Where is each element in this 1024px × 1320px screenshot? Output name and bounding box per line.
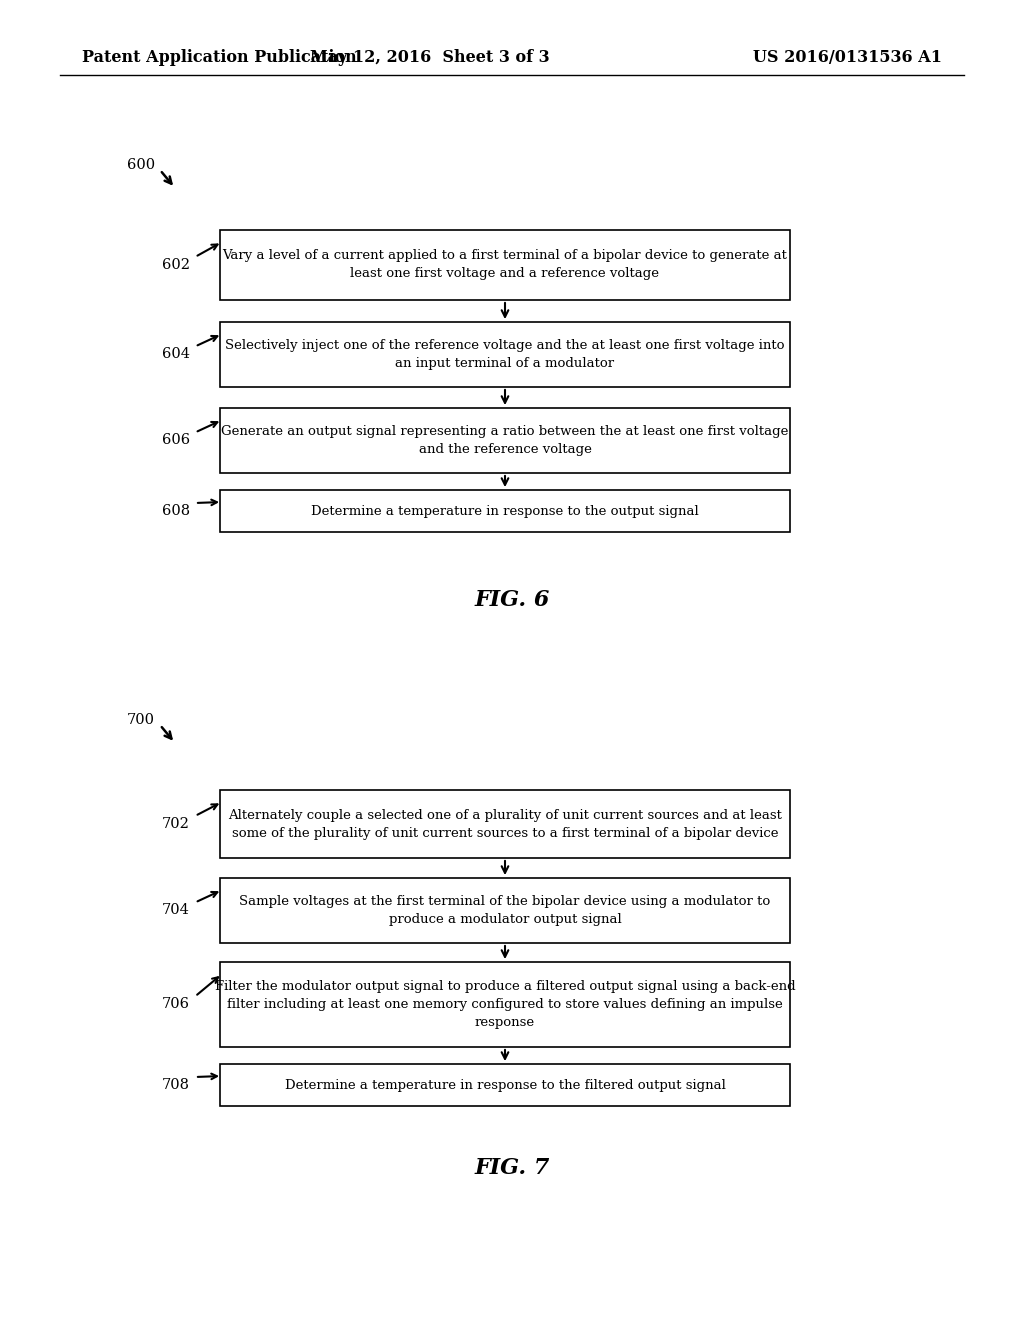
Text: Generate an output signal representing a ratio between the at least one first vo: Generate an output signal representing a… xyxy=(221,425,788,455)
Text: Determine a temperature in response to the output signal: Determine a temperature in response to t… xyxy=(311,504,698,517)
Text: Alternately couple a selected one of a plurality of unit current sources and at : Alternately couple a selected one of a p… xyxy=(228,808,782,840)
Text: 704: 704 xyxy=(162,903,190,917)
Text: Patent Application Publication: Patent Application Publication xyxy=(82,49,356,66)
Bar xyxy=(220,230,790,300)
Text: Filter the modulator output signal to produce a filtered output signal using a b: Filter the modulator output signal to pr… xyxy=(215,979,796,1030)
Bar xyxy=(220,962,790,1047)
Bar xyxy=(220,490,790,532)
Text: May 12, 2016  Sheet 3 of 3: May 12, 2016 Sheet 3 of 3 xyxy=(310,49,550,66)
Text: Vary a level of a current applied to a first terminal of a bipolar device to gen: Vary a level of a current applied to a f… xyxy=(222,249,787,281)
Text: US 2016/0131536 A1: US 2016/0131536 A1 xyxy=(753,49,942,66)
Text: 706: 706 xyxy=(162,998,190,1011)
Bar xyxy=(220,1064,790,1106)
Bar xyxy=(220,322,790,387)
Text: 708: 708 xyxy=(162,1078,190,1092)
Text: FIG. 7: FIG. 7 xyxy=(474,1158,550,1179)
Text: 700: 700 xyxy=(127,713,155,727)
Text: 604: 604 xyxy=(162,347,190,362)
Bar xyxy=(220,878,790,942)
Text: Selectively inject one of the reference voltage and the at least one first volta: Selectively inject one of the reference … xyxy=(225,339,784,370)
Text: FIG. 6: FIG. 6 xyxy=(474,589,550,611)
Text: 608: 608 xyxy=(162,504,190,517)
Text: 600: 600 xyxy=(127,158,155,172)
Bar xyxy=(220,408,790,473)
Text: 606: 606 xyxy=(162,433,190,447)
Bar xyxy=(220,789,790,858)
Text: Determine a temperature in response to the filtered output signal: Determine a temperature in response to t… xyxy=(285,1078,725,1092)
Text: 702: 702 xyxy=(162,817,190,832)
Text: 602: 602 xyxy=(162,257,190,272)
Text: Sample voltages at the first terminal of the bipolar device using a modulator to: Sample voltages at the first terminal of… xyxy=(240,895,771,927)
